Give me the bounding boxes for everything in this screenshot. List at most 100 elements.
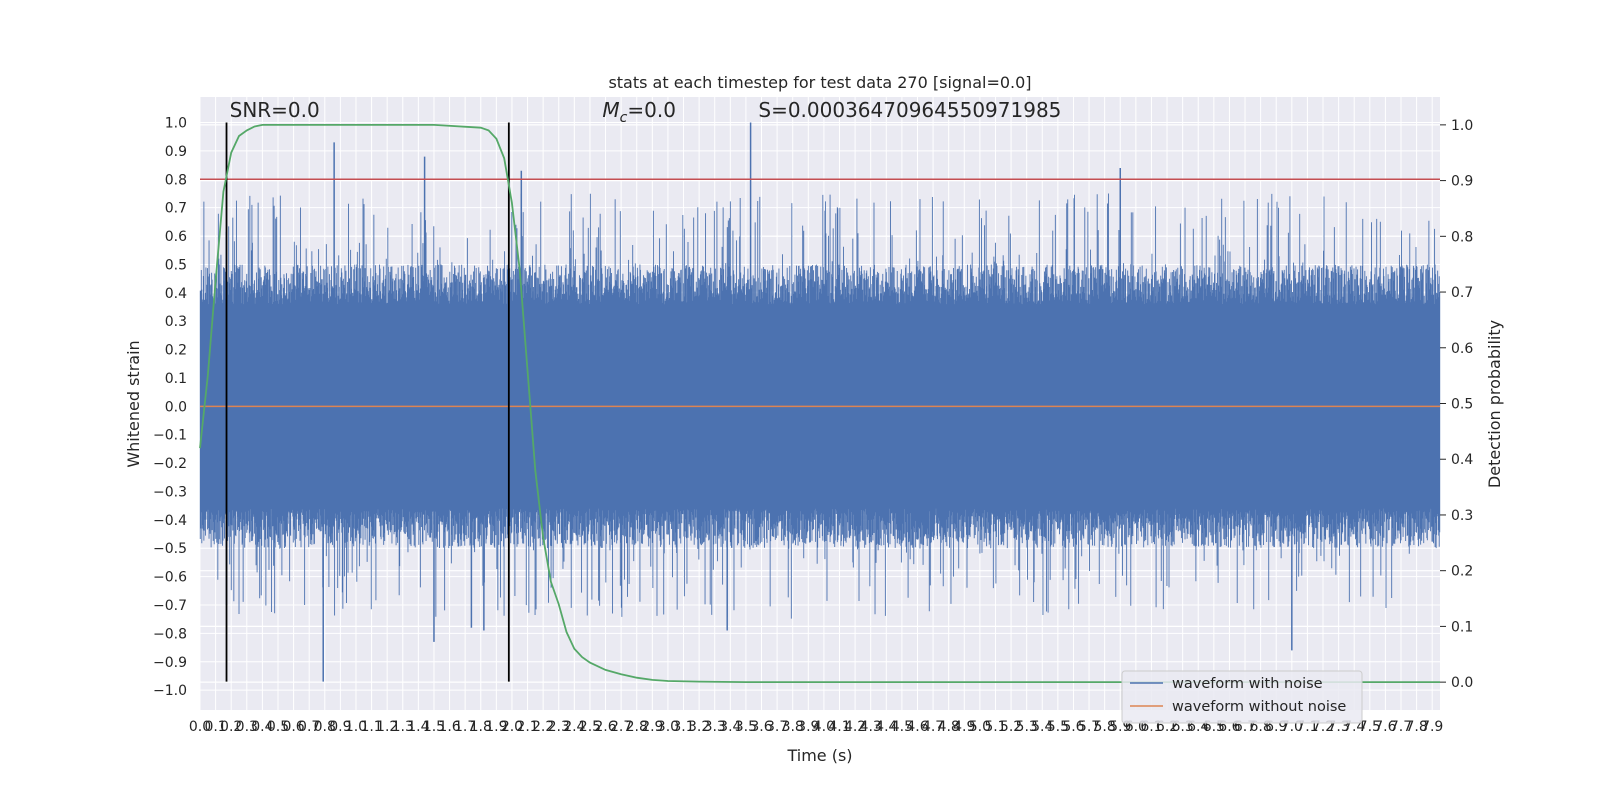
y-tick-label: −0.9 [153,655,187,671]
x-tick-label: 1.6 [438,719,460,735]
y-tick-label: 0.6 [165,229,187,245]
x-tick-label: 4.4 [875,719,897,735]
x-tick-label: 4.0 [813,719,835,735]
x-tick-label: 1.4 [407,719,429,735]
legend-label-with-noise: waveform with noise [1172,676,1323,692]
x-tick-label: 3.0 [657,719,679,735]
x-tick-label: 5.6 [1062,719,1084,735]
x-tick-label: 2.1 [516,719,538,735]
x-tick-label: 1.2 [376,719,398,735]
x-tick-label: 3.3 [704,719,726,735]
y-tick-label: 1.0 [165,116,187,132]
x-tick-label: 7.8 [1405,719,1427,735]
x-tick-label: 5.2 [1000,719,1022,735]
y2-tick-label: 0.0 [1451,675,1473,691]
snr-annotation: SNR=0.0 [230,98,320,122]
y2-tick-label: 0.5 [1451,397,1473,413]
y2-tick-label: 0.2 [1451,564,1473,580]
y-tick-label: −0.2 [153,456,187,472]
series-lines [199,122,1440,683]
x-tick-label: 4.3 [860,719,882,735]
x-tick-label: 3.5 [735,719,757,735]
x-tick-label: 1.5 [423,719,445,735]
x-tick-label: 1.3 [392,719,414,735]
x-tick-label: 1.9 [485,719,507,735]
x-tick-label: 2.2 [532,719,554,735]
x-tick-label: 5.5 [1047,719,1069,735]
x-tick-label: 2.6 [594,719,616,735]
legend: waveform with noise waveform without noi… [1121,670,1363,724]
y-axis-label: Whitened strain [124,340,143,467]
x-tick-label: 0.4 [251,719,273,735]
x-tick-label: 2.8 [626,719,648,735]
x-tick-label: 1.8 [470,719,492,735]
y2-tick-label: 0.1 [1451,619,1473,635]
x-tick-label: 3.8 [782,719,804,735]
x-tick-label: 2.3 [548,719,570,735]
x-tick-label: 5.8 [1094,719,1116,735]
s-value-annotation: S=0.00036470964550971985 [758,98,1061,122]
y2-tick-label: 0.6 [1451,341,1473,357]
y2-tick-label: 0.3 [1451,508,1473,524]
x-tick-label: 7.6 [1374,719,1396,735]
y-tick-label: 0.9 [165,144,187,160]
x-tick-label: 4.9 [953,719,975,735]
x-tick-label: 2.4 [563,719,585,735]
y-tick-label: −1.0 [153,683,187,699]
x-tick-label: 2.5 [579,719,601,735]
x-tick-label: 5.7 [1078,719,1100,735]
x-tick-label: 0.5 [267,719,289,735]
y-tick-label: −0.1 [153,428,187,444]
x-tick-label: 4.1 [828,719,850,735]
y2-tick-label: 0.9 [1451,174,1473,190]
x-tick-label: 7.5 [1359,719,1381,735]
y-tick-label: −0.4 [153,513,187,529]
x-tick-label: 3.7 [766,719,788,735]
x-tick-label: 0.3 [236,719,258,735]
y-tick-label: 0.5 [165,257,187,273]
x-tick-label: 1.1 [360,719,382,735]
x-tick-label: 3.6 [750,719,772,735]
x-tick-label: 2.7 [610,719,632,735]
x-tick-label: 2.0 [501,719,523,735]
x-tick-label: 5.3 [1016,719,1038,735]
y-tick-label: 0.0 [165,399,187,415]
y-tick-label: 0.8 [165,172,187,188]
y-tick-label: 0.2 [165,343,187,359]
x-tick-label: 0.7 [298,719,320,735]
y-tick-label: 0.1 [165,371,187,387]
x-tick-label: 0.2 [220,719,242,735]
y-tick-label: 0.3 [165,314,187,330]
y2-axis-label: Detection probability [1485,320,1504,488]
y-tick-label: −0.6 [153,570,187,586]
annotations: SNR=0.0 Mc=0.0 S=0.00036470964550971985 [230,98,1062,126]
y2-tick-label: 0.8 [1451,229,1473,245]
x-tick-label: 3.1 [672,719,694,735]
x-tick-label: 0.6 [282,719,304,735]
y-tick-label: 0.4 [165,286,187,302]
ticks: 0.00.10.20.30.40.50.60.70.80.91.01.11.21… [153,116,1473,735]
x-tick-label: 5.1 [984,719,1006,735]
x-tick-label: 2.9 [641,719,663,735]
legend-box [1121,670,1363,724]
x-tick-label: 3.4 [719,719,741,735]
x-tick-label: 1.7 [454,719,476,735]
y2-tick-label: 1.0 [1451,118,1473,134]
x-tick-label: 0.1 [204,719,226,735]
x-tick-label: 4.2 [844,719,866,735]
x-tick-label: 4.6 [906,719,928,735]
x-tick-label: 4.8 [938,719,960,735]
chirp-mass-annotation: Mc=0.0 [602,98,676,126]
x-tick-label: 4.5 [891,719,913,735]
x-tick-label: 1.0 [345,719,367,735]
legend-label-without-noise: waveform without noise [1172,699,1346,715]
y-tick-label: −0.8 [153,626,187,642]
x-axis-label: Time (s) [786,746,852,765]
y-tick-label: −0.7 [153,598,187,614]
x-tick-label: 7.7 [1390,719,1412,735]
y-tick-label: −0.3 [153,484,187,500]
x-tick-label: 4.7 [922,719,944,735]
y-tick-label: −0.5 [153,541,187,557]
y2-tick-label: 0.4 [1451,452,1473,468]
